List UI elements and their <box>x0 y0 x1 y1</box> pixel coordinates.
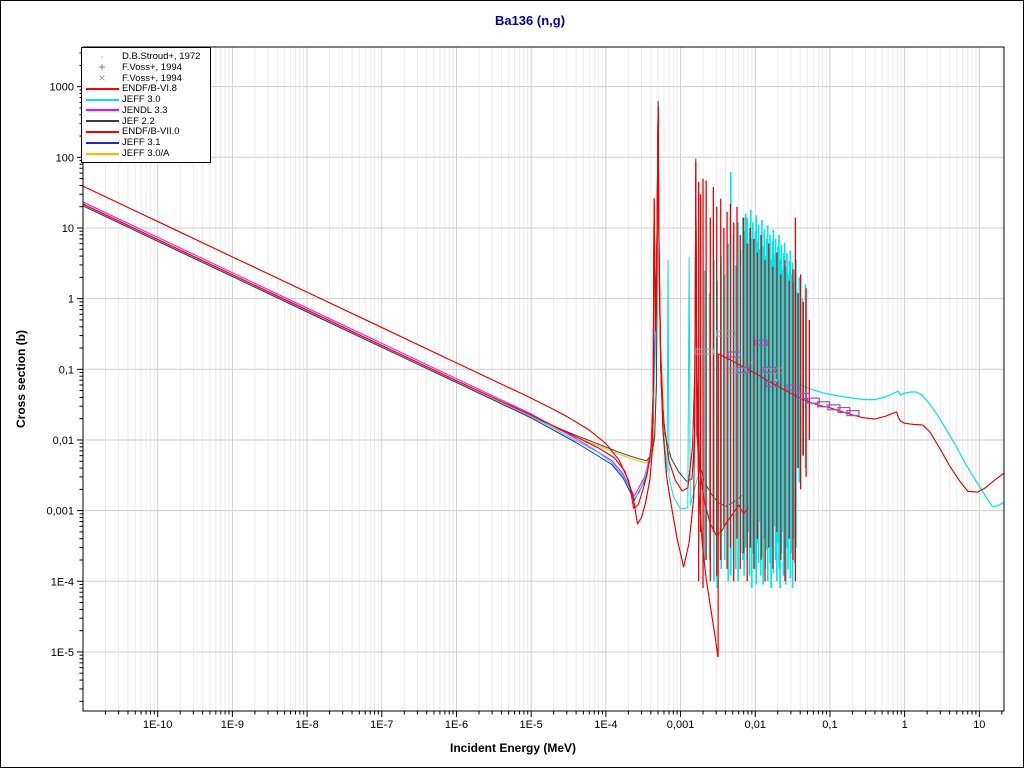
legend-line-swatch <box>82 130 122 133</box>
legend-item-label: JEFF 3.0 <box>122 94 161 106</box>
data-point-dot <box>825 404 828 407</box>
legend-item-label: JENDL 3.3 <box>122 104 168 116</box>
y-tick-label: 100 <box>56 152 74 164</box>
data-point-box-purple <box>786 384 800 391</box>
legend-item: ENDF/B-VI.8 <box>82 83 210 94</box>
legend-item: · D.B.Stroud+, 1972 <box>82 49 210 64</box>
data-point-box-purple <box>727 351 741 358</box>
legend-item: ENDF/B-VII.0 <box>82 126 210 138</box>
legend-line <box>85 152 119 155</box>
y-tick-label: 1 <box>68 294 74 306</box>
y-tick-label: 10 <box>62 223 74 235</box>
x-tick-label: 1E-7 <box>370 719 393 731</box>
data-point-box-purple <box>765 380 779 388</box>
x-tick-label: 1E-5 <box>520 719 543 731</box>
data-point-box-gray <box>763 367 783 374</box>
x-tick-label: 0,01 <box>745 719 766 731</box>
series-jeff-3.0-high <box>795 381 1005 508</box>
y-tick-label: 1E-5 <box>51 647 74 659</box>
legend-item-label: JEF 2.2 <box>122 115 155 127</box>
data-point-box-gray <box>695 348 715 355</box>
data-point-box-purple <box>846 409 860 417</box>
legend-line <box>85 120 119 123</box>
legend-item: JEFF 3.0 <box>82 94 210 105</box>
legend-item: × F.Voss+, 1994 <box>82 70 210 85</box>
legend-item-label: F.Voss+, 1994 <box>122 61 182 73</box>
x-axis-title: Incident Energy (MeV) <box>449 741 577 755</box>
legend-line-swatch <box>82 109 122 112</box>
data-point-dot <box>750 361 754 364</box>
legend-item: JENDL 3.3 <box>82 105 210 116</box>
legend-line <box>85 87 119 90</box>
data-point-dot <box>728 346 731 350</box>
data-point-box-purple <box>736 366 750 374</box>
y-tick-label: 0,001 <box>46 506 74 518</box>
legend-line-swatch <box>82 152 122 155</box>
legend-item-label: ENDF/B-VI.8 <box>122 83 177 95</box>
legend-line-swatch <box>82 120 122 123</box>
experimental-markers <box>695 330 860 417</box>
x-tick-label: 0,1 <box>822 719 837 731</box>
y-tick-label: 0,01 <box>53 435 74 447</box>
x-tick-label: 1E-9 <box>221 719 244 731</box>
data-point-box-purple <box>754 339 768 346</box>
data-point-box-gray <box>716 330 736 337</box>
data-point-box-purple <box>806 397 820 404</box>
y-tick-label: 1E-4 <box>51 576 74 588</box>
series-overlay <box>82 105 1005 658</box>
legend-line <box>85 141 119 144</box>
legend-item-label: ENDF/B-VII.0 <box>122 126 180 138</box>
series-jeff-3.1 <box>82 105 660 501</box>
x-tick-label: 1 <box>902 719 908 731</box>
series-jendl-3.3 <box>82 106 660 497</box>
dot-marker-icon: · <box>100 49 104 64</box>
legend-item: + F.Voss+, 1994 <box>82 60 210 75</box>
plus-marker-icon: + <box>98 60 106 75</box>
y-axis-title: Cross section (b) <box>14 329 28 429</box>
x-tick-label: 1E-8 <box>295 719 318 731</box>
data-point-dot <box>774 379 778 382</box>
y-tick-label: 1000 <box>50 82 74 94</box>
x-tick-label: 1E-4 <box>594 719 617 731</box>
series-overlay <box>82 105 749 536</box>
red-resonance-spikes <box>82 105 1005 658</box>
legend-item-label: F.Voss+, 1994 <box>122 72 182 84</box>
legend-item: JEF 2.2 <box>82 116 210 127</box>
cyan-resonance-forest <box>703 171 807 589</box>
grid-minor <box>104 47 1003 711</box>
data-point-box-purple <box>762 366 776 374</box>
x-tick-label: 1E-6 <box>445 719 468 731</box>
legend: · D.B.Stroud+, 1972 + F.Voss+, 1994 × F.Voss+… <box>81 47 211 163</box>
cross-marker-icon: × <box>98 70 106 85</box>
data-point-box-purple <box>796 392 810 400</box>
legend-line-swatch <box>82 141 122 144</box>
x-tick-label: 10 <box>973 719 985 731</box>
legend-item-label: D.B.Stroud+, 1972 <box>122 50 201 62</box>
legend-item: JEFF 3.0/A <box>82 148 210 159</box>
legend-line-swatch <box>82 87 122 90</box>
y-tick-label: 0,1 <box>59 364 74 376</box>
page-title: Ba136 (n,g) <box>494 13 566 28</box>
legend-line-swatch <box>82 98 122 101</box>
legend-line <box>85 130 119 133</box>
legend-item-label: JEFF 3.0/A <box>122 148 170 160</box>
legend-line <box>85 109 119 112</box>
legend-item: JEFF 3.1 <box>82 137 210 148</box>
legend-item-label: JEFF 3.1 <box>122 137 161 149</box>
x-tick-label: 1E-10 <box>143 719 172 731</box>
legend-line <box>85 98 119 101</box>
x-tick-label: 0,001 <box>667 719 695 731</box>
